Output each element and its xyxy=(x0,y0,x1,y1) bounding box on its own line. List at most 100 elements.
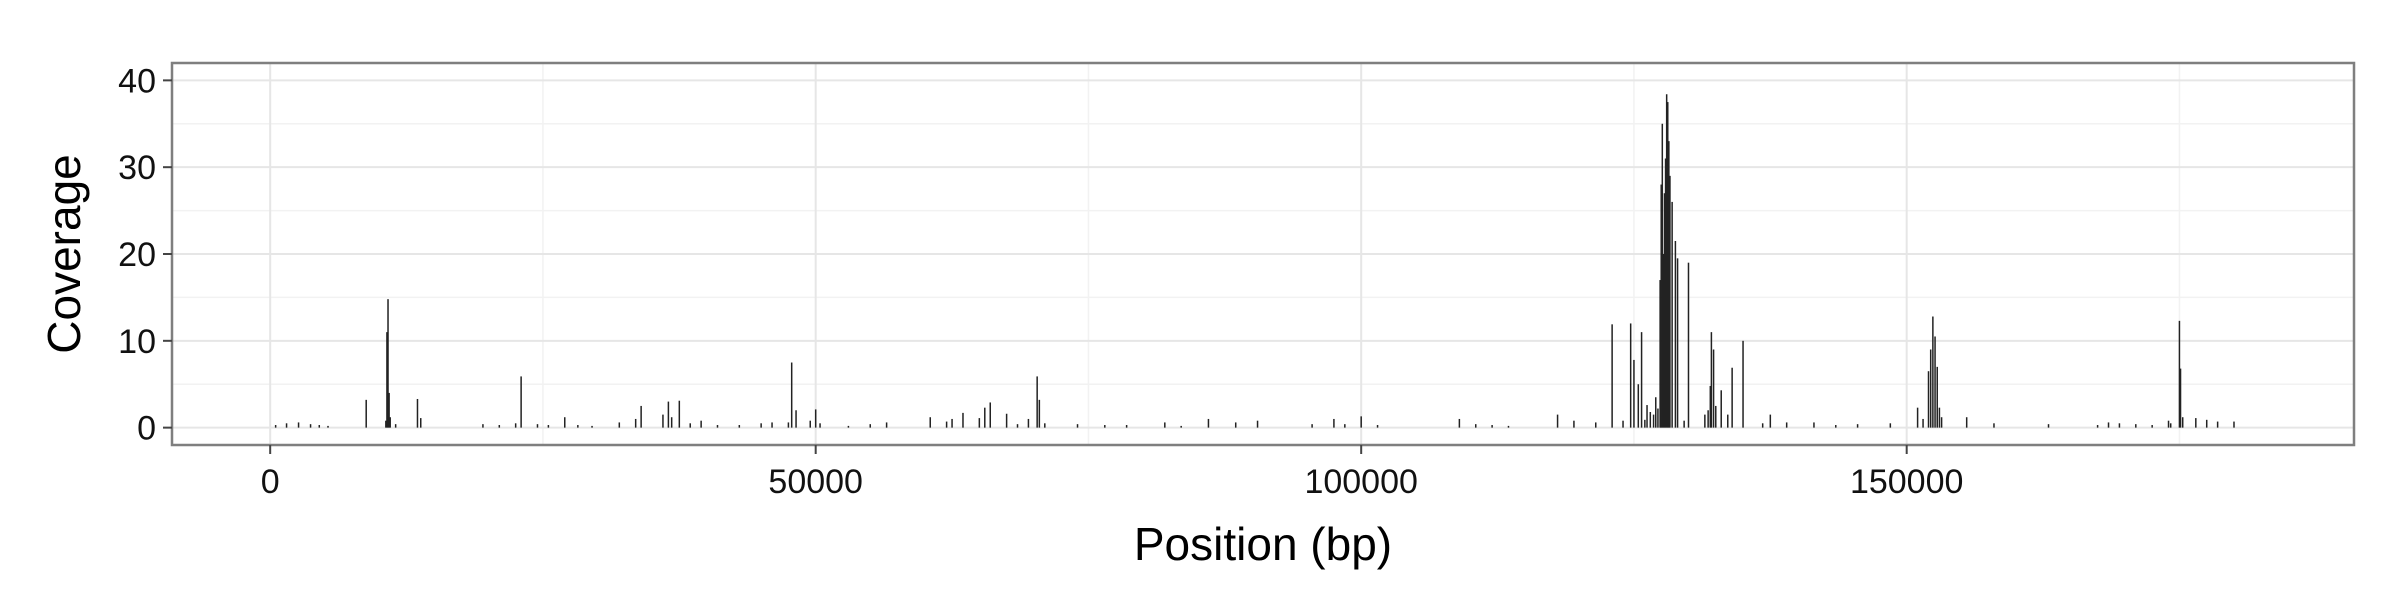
coverage-bar xyxy=(1234,422,1237,428)
y-tick-label: 10 xyxy=(118,323,156,361)
coverage-bar xyxy=(416,398,419,428)
coverage-bar xyxy=(1720,390,1722,428)
coverage-bar xyxy=(591,425,593,428)
coverage-bar xyxy=(2181,417,2184,428)
coverage-bar xyxy=(1036,376,1038,428)
coverage-bar xyxy=(1664,158,1667,428)
coverage-bar xyxy=(962,412,964,428)
coverage-bar xyxy=(385,420,387,428)
coverage-bar xyxy=(1076,424,1079,428)
coverage-bar xyxy=(1668,141,1670,428)
coverage-bar xyxy=(1889,423,1892,428)
coverage-bar xyxy=(1712,349,1715,428)
coverage-bar xyxy=(1491,425,1493,428)
coverage-bar xyxy=(1573,420,1575,428)
coverage-bar xyxy=(1715,405,1717,428)
coverage-bar xyxy=(819,423,821,428)
coverage-bar xyxy=(1731,367,1733,428)
coverage-bar xyxy=(2096,425,2099,428)
coverage-bar xyxy=(1936,366,1938,428)
coverage-bar xyxy=(520,376,522,428)
coverage-bar xyxy=(285,423,288,428)
coverage-bar xyxy=(989,402,991,428)
coverage-bar xyxy=(1333,418,1335,428)
coverage-bar xyxy=(386,332,388,428)
coverage-bar xyxy=(514,423,517,428)
coverage-bar xyxy=(2216,421,2219,428)
coverage-bar xyxy=(618,422,621,428)
coverage-bar xyxy=(1709,385,1712,428)
coverage-bar xyxy=(1104,425,1106,428)
coverage-bar xyxy=(1993,423,1995,428)
coverage-bar xyxy=(1507,425,1510,428)
coverage-bar xyxy=(482,424,484,428)
coverage-bar xyxy=(678,400,681,428)
coverage-bar xyxy=(1669,175,1671,428)
coverage-bar xyxy=(760,423,762,428)
coverage-bar xyxy=(1016,424,1019,428)
coverage-bar xyxy=(2118,423,2121,428)
coverage-bar xyxy=(640,405,642,428)
coverage-bar xyxy=(2195,418,2197,428)
coverage-bar xyxy=(847,425,850,428)
coverage-bar xyxy=(536,424,539,428)
coverage-bar xyxy=(2135,424,2137,428)
coverage-bar xyxy=(1856,424,1859,428)
coverage-bar xyxy=(1344,424,1346,428)
coverage-bar xyxy=(869,424,871,428)
coverage-bar xyxy=(1629,323,1632,428)
coverage-bar xyxy=(1940,417,1943,428)
coverage-bar xyxy=(1044,423,1046,428)
coverage-bar xyxy=(1761,423,1764,428)
coverage-bar xyxy=(1676,258,1679,428)
coverage-bar xyxy=(1704,414,1706,428)
coverage-bar xyxy=(2107,422,2110,428)
coverage-bar xyxy=(498,425,501,428)
coverage-bar xyxy=(1932,316,1934,428)
coverage-bar xyxy=(984,407,986,428)
coverage-bar xyxy=(1256,420,1259,428)
coverage-bar xyxy=(978,418,981,428)
coverage-bar xyxy=(1659,280,1661,428)
coverage-bar xyxy=(1311,424,1313,428)
coverage-bar xyxy=(274,425,277,428)
coverage-bar xyxy=(809,420,811,428)
coverage-bar xyxy=(771,422,773,428)
coverage-bar xyxy=(297,422,300,428)
coverage-bar xyxy=(564,417,566,428)
x-axis-ticks: 0 50000 100000 150000 xyxy=(261,445,1963,501)
coverage-bar xyxy=(2205,419,2208,428)
y-tick-label: 0 xyxy=(137,410,156,448)
coverage-bar xyxy=(1637,384,1640,428)
major-gridlines xyxy=(172,63,2354,445)
coverage-bar xyxy=(1916,407,1919,428)
coverage-bar xyxy=(885,422,888,428)
coverage-bar xyxy=(1038,399,1041,428)
coverage-bar xyxy=(1027,418,1030,428)
coverage-bar xyxy=(1785,422,1788,428)
coverage-bar xyxy=(2047,424,2050,428)
coverage-bar xyxy=(318,425,321,428)
x-axis-title: Position (bp) xyxy=(1134,518,1392,570)
coverage-bar xyxy=(394,424,397,428)
coverage-bar xyxy=(670,417,673,428)
coverage-bar xyxy=(700,420,702,428)
coverage-bar xyxy=(1360,416,1362,428)
coverage-bar xyxy=(1769,414,1772,428)
coverage-bar xyxy=(1644,419,1646,428)
coverage-bar xyxy=(1661,123,1664,428)
coverage-bar xyxy=(547,425,550,428)
coverage-bar xyxy=(1657,408,1659,428)
coverage-bar xyxy=(1458,418,1461,428)
y-axis-ticks: 0 10 20 30 40 xyxy=(118,62,172,448)
coverage-bar xyxy=(577,425,579,428)
coverage-bar xyxy=(1813,422,1815,428)
coverage-bar xyxy=(389,417,391,428)
coverage-bar xyxy=(814,409,817,428)
coverage-bar xyxy=(1710,332,1713,428)
y-tick-label: 20 xyxy=(118,236,156,274)
coverage-bar xyxy=(795,410,797,428)
coverage-bar xyxy=(1662,254,1665,428)
coverage-bar xyxy=(1005,413,1008,428)
